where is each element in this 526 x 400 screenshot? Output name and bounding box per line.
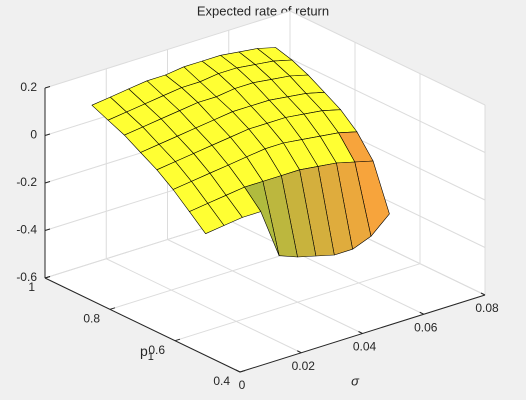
y-tick-label: 1 [28, 280, 35, 294]
y-tick [174, 338, 181, 342]
z-tick [44, 133, 51, 136]
x-axis-label: σ [351, 373, 360, 388]
z-tick-label: -0.6 [16, 270, 37, 284]
z-tick-label: 0.2 [20, 80, 37, 94]
grid-line [289, 58, 486, 153]
chart-title: Expected rate of return [197, 3, 329, 18]
x-tick-label: 0.08 [475, 301, 499, 315]
z-tick [44, 228, 51, 231]
x-tick [480, 292, 486, 296]
grid-line [44, 10, 291, 89]
z-tick-label: -0.4 [16, 223, 37, 237]
y-tick [44, 276, 51, 279]
y-axis-label-base: p [140, 343, 148, 359]
y-tick [239, 370, 246, 373]
x-tick [297, 350, 302, 354]
grid-line [228, 219, 424, 315]
z-tick-label: -0.2 [16, 175, 37, 189]
x-tick-label: 0.04 [353, 340, 377, 354]
x-tick [235, 369, 241, 373]
z-tick [44, 86, 51, 89]
y-axis-label: p1 [140, 343, 154, 363]
grid-line [106, 258, 302, 354]
grid-line [174, 263, 421, 342]
y-axis-line [44, 277, 241, 373]
z-tick-label: 0 [30, 128, 37, 142]
y-tick-label: 0.6 [148, 343, 165, 357]
y-axis-label-sub: 1 [148, 351, 154, 363]
x-tick-label: 0.02 [292, 359, 316, 373]
x-tick [358, 331, 363, 334]
surface-face [189, 203, 225, 234]
y-tick-label: 0.8 [83, 312, 100, 326]
y-tick-label: 0.4 [213, 374, 230, 388]
grid-line [167, 239, 363, 334]
x-tick-label: 0 [239, 378, 246, 392]
z-tick [44, 181, 51, 184]
y-tick [109, 307, 116, 310]
x-tick-label: 0.06 [414, 320, 438, 334]
grid-line [289, 10, 486, 106]
x-tick [419, 311, 424, 315]
